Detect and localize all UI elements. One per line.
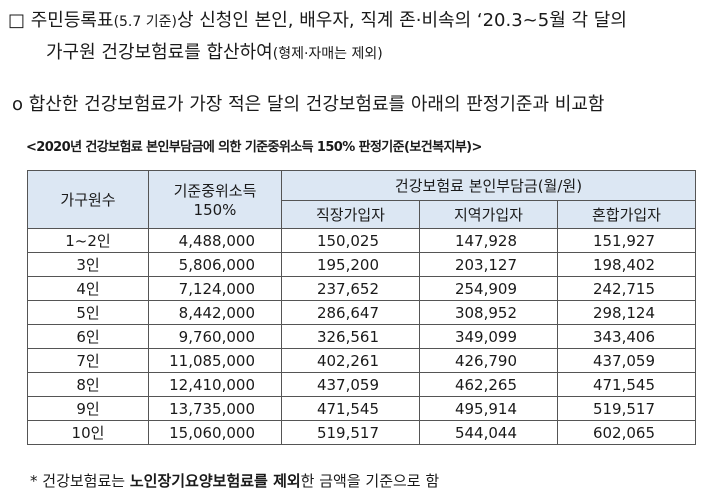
table-cell: 5,806,000 bbox=[148, 252, 282, 277]
circle-bullet-icon: o bbox=[12, 94, 24, 115]
header-household: 가구원수 bbox=[27, 170, 149, 229]
table-cell: 150,025 bbox=[281, 228, 420, 253]
table-row: 10인 15,060,000 519,517 544,044 602,065 bbox=[27, 420, 696, 445]
table-row: 9인 13,735,000 471,545 495,914 519,517 bbox=[27, 396, 696, 421]
table-cell: 198,402 bbox=[557, 252, 696, 277]
table-cell: 426,790 bbox=[419, 348, 558, 373]
table-cell: 11,085,000 bbox=[148, 348, 282, 373]
table-cell: 203,127 bbox=[419, 252, 558, 277]
table-cell: 10인 bbox=[27, 420, 149, 445]
intro-note: (5.7 기준) bbox=[113, 14, 177, 30]
table-cell: 9인 bbox=[27, 396, 149, 421]
table-cell: 4인 bbox=[27, 276, 149, 301]
table-row: 8인 12,410,000 437,059 462,265 471,545 bbox=[27, 372, 696, 397]
header-median-income: 기준중위소득 150% bbox=[148, 170, 282, 229]
table-cell: 237,652 bbox=[281, 276, 420, 301]
table-cell: 519,517 bbox=[281, 420, 420, 445]
table-cell: 437,059 bbox=[281, 372, 420, 397]
table-cell: 519,517 bbox=[557, 396, 696, 421]
table-cell: 308,952 bbox=[419, 300, 558, 325]
table-cell: 254,909 bbox=[419, 276, 558, 301]
table-cell: 286,647 bbox=[281, 300, 420, 325]
table-row: 5인 8,442,000 286,647 308,952 298,124 bbox=[27, 300, 696, 325]
table-cell: 298,124 bbox=[557, 300, 696, 325]
table-body: 1~2인 4,488,000 150,025 147,928 151,927 3인 5,80… bbox=[27, 228, 696, 445]
footnote-text: * 건강보험료는 bbox=[30, 472, 130, 490]
table-cell: 13,735,000 bbox=[148, 396, 282, 421]
table-cell: 7인 bbox=[27, 348, 149, 373]
table-cell: 147,928 bbox=[419, 228, 558, 253]
table-cell: 343,406 bbox=[557, 324, 696, 349]
table-cell: 349,099 bbox=[419, 324, 558, 349]
header-median-line2: 150% bbox=[193, 201, 237, 219]
table-cell: 3인 bbox=[27, 252, 149, 277]
header-regional: 지역가입자 bbox=[419, 200, 558, 229]
table-row: 1~2인 4,488,000 150,025 147,928 151,927 bbox=[27, 228, 696, 253]
table-cell: 8,442,000 bbox=[148, 300, 282, 325]
table-cell: 195,200 bbox=[281, 252, 420, 277]
table-cell: 495,914 bbox=[419, 396, 558, 421]
intro-text: 가구원 건강보험료를 합산하여 bbox=[46, 42, 273, 63]
intro-note: (형제·자매는 제외) bbox=[272, 46, 383, 62]
table-row: 4인 7,124,000 237,652 254,909 242,715 bbox=[27, 276, 696, 301]
table-cell: 326,561 bbox=[281, 324, 420, 349]
table-cell: 471,545 bbox=[557, 372, 696, 397]
table-cell: 5인 bbox=[27, 300, 149, 325]
table-cell: 437,059 bbox=[557, 348, 696, 373]
table-cell: 15,060,000 bbox=[148, 420, 282, 445]
table-cell: 242,715 bbox=[557, 276, 696, 301]
header-median-line1: 기준중위소득 bbox=[173, 182, 257, 200]
header-mixed: 혼합가입자 bbox=[557, 200, 696, 229]
table-cell: 471,545 bbox=[281, 396, 420, 421]
criteria-table: 가구원수 기준중위소득 150% 건강보험료 본인부담금(월/원) 직장가입자 … bbox=[27, 170, 696, 445]
footnote: * 건강보험료는 노인장기요양보험료를 제외한 금액을 기준으로 함 bbox=[30, 470, 439, 491]
table-cell: 12,410,000 bbox=[148, 372, 282, 397]
checkbox-bullet-icon: □ bbox=[8, 10, 26, 31]
table-cell: 4,488,000 bbox=[148, 228, 282, 253]
footnote-text: 한 금액을 기준으로 함 bbox=[300, 472, 440, 490]
intro-text: 주민등록표 bbox=[30, 10, 114, 31]
table-cell: 9,760,000 bbox=[148, 324, 282, 349]
table-cell: 602,065 bbox=[557, 420, 696, 445]
table-cell: 402,261 bbox=[281, 348, 420, 373]
intro-line-3: o 합산한 건강보험료가 가장 적은 달의 건강보험료를 아래의 판정기준과 비… bbox=[12, 90, 604, 116]
header-employee: 직장가입자 bbox=[281, 200, 420, 229]
table-row: 6인 9,760,000 326,561 349,099 343,406 bbox=[27, 324, 696, 349]
footnote-bold: 노인장기요양보험료를 제외 bbox=[129, 472, 301, 490]
table-row: 3인 5,806,000 195,200 203,127 198,402 bbox=[27, 252, 696, 277]
table-title: <2020년 건강보험료 본인부담금에 의한 기준중위소득 150% 판정기준(… bbox=[26, 140, 482, 155]
intro-text: 합산한 건강보험료가 가장 적은 달의 건강보험료를 아래의 판정기준과 비교함 bbox=[28, 94, 605, 115]
header-premium-group: 건강보험료 본인부담금(월/원) bbox=[281, 170, 696, 201]
intro-text: 상 신청인 본인, 배우자, 직계 존·비속의 ‘20.3~5월 각 달의 bbox=[176, 10, 627, 31]
table-cell: 1~2인 bbox=[27, 228, 149, 253]
table-cell: 462,265 bbox=[419, 372, 558, 397]
table-cell: 8인 bbox=[27, 372, 149, 397]
table-cell: 544,044 bbox=[419, 420, 558, 445]
intro-line-2: 가구원 건강보험료를 합산하여(형제·자매는 제외) bbox=[46, 38, 383, 64]
table-row: 7인 11,085,000 402,261 426,790 437,059 bbox=[27, 348, 696, 373]
intro-line-1: □ 주민등록표(5.7 기준)상 신청인 본인, 배우자, 직계 존·비속의 ‘… bbox=[8, 6, 627, 32]
table-cell: 6인 bbox=[27, 324, 149, 349]
table-cell: 7,124,000 bbox=[148, 276, 282, 301]
table-cell: 151,927 bbox=[557, 228, 696, 253]
